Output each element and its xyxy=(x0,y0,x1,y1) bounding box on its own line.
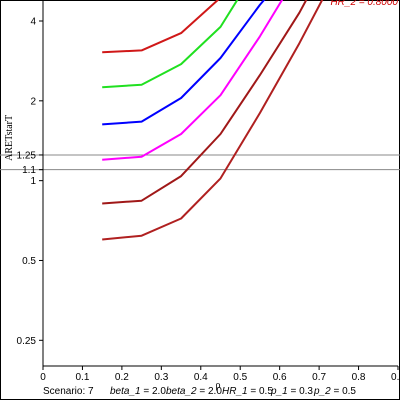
x-tick-label-7: 0.7 xyxy=(312,372,326,383)
x-tick-label-6: 0.6 xyxy=(273,372,287,383)
series-line-1 xyxy=(102,0,220,54)
plot-area: 0 0.1 0.2 0.3 0.4 0.5 0.6 0.7 0.8 0.9 0.25 0.5 11.1 1… xyxy=(0,0,400,391)
series-line-2 xyxy=(102,0,239,89)
y-tick-label-0: 0.25 xyxy=(17,336,37,347)
p-2-label: p_2 xyxy=(314,386,331,397)
x-axis-title: ρ xyxy=(216,380,221,391)
p-1-param: p_1 = 0.3 xyxy=(271,386,313,397)
y-tick-label-6: 4 xyxy=(30,16,36,27)
x-tick-label-5: 0.5 xyxy=(233,372,247,383)
x-tick-label-4: 0.4 xyxy=(194,372,208,383)
x-tick-label-2: 0.2 xyxy=(115,372,129,383)
x-tick-label-9: 0.9 xyxy=(391,372,400,383)
beta-1-param: beta_1 = 2.0 xyxy=(110,386,166,397)
p-2-value: = 0.5 xyxy=(330,386,356,397)
x-tick-label-3: 0.3 xyxy=(154,372,168,383)
hr-1-param: HR_1 = 0.5 xyxy=(222,386,273,397)
x-tick-label-8: 0.8 xyxy=(352,372,366,383)
beta-2-param: beta_2 = 2.0 xyxy=(166,386,222,397)
p-1-label: p_1 xyxy=(271,386,288,397)
beta-1-value: = 2.0 xyxy=(140,386,166,397)
beta-2-value: = 2.0 xyxy=(196,386,222,397)
corner-label: HR_2 = 0.8000 xyxy=(330,0,398,8)
y-tick-label-4: 1.25 xyxy=(17,150,37,161)
beta-2-label: beta_2 xyxy=(166,386,197,397)
scenario-footer: Scenario: 7 beta_1 = 2.0 beta_2 = 2.0 HR… xyxy=(0,382,400,398)
hr-1-label: HR_1 xyxy=(222,386,248,397)
y-axis-title: ARETstarT xyxy=(4,115,15,161)
p-1-value: = 0.3 xyxy=(287,386,313,397)
y-tick-label-2: 1 xyxy=(30,176,36,187)
y-tick-label-1: 0.5 xyxy=(22,256,36,267)
series-line-4 xyxy=(102,0,284,161)
series-line-3 xyxy=(102,0,266,126)
y-tick-label-5: 2 xyxy=(30,96,36,107)
y-tick-label-3: 1.1 xyxy=(22,165,36,176)
x-tick-label-0: 0 xyxy=(40,372,46,383)
beta-1-label: beta_1 xyxy=(110,386,141,397)
series-line-5 xyxy=(102,0,308,205)
p-2-param: p_2 = 0.5 xyxy=(314,386,356,397)
scenario-label: Scenario: 7 xyxy=(43,386,94,397)
x-tick-label-1: 0.1 xyxy=(75,372,89,383)
hr-1-value: = 0.5 xyxy=(247,386,273,397)
series-line-6 xyxy=(102,0,324,241)
